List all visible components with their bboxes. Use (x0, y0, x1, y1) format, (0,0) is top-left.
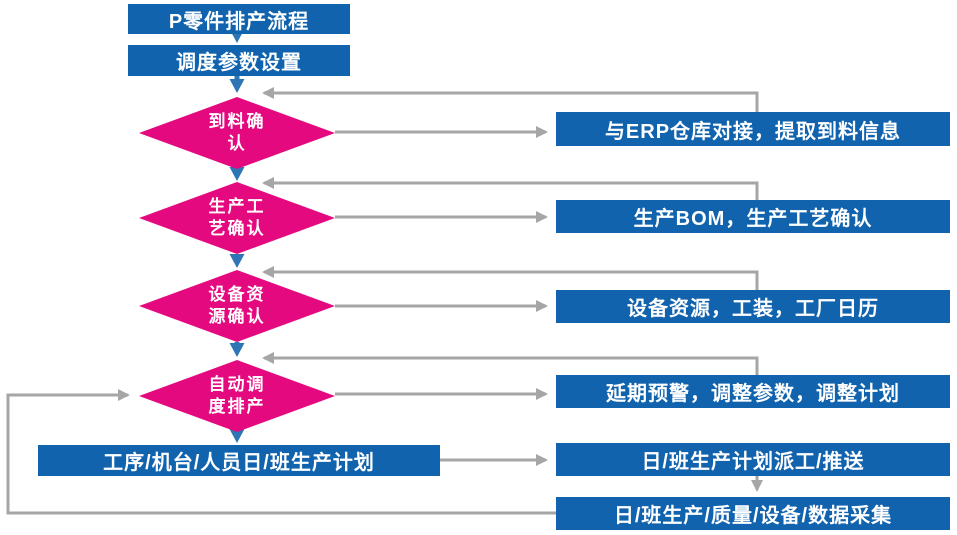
feedback-r3-to-d3 (262, 266, 759, 290)
production-bom-box: 生产BOM，生产工艺确认 (556, 200, 950, 233)
erp-warehouse-box: 与ERP仓库对接，提取到料信息 (556, 112, 950, 146)
data-collection-box: 日/班生产/质量/设备/数据采集 (556, 497, 950, 530)
production-plan-box: 工序/机台/人员日/班生产计划 (38, 445, 440, 476)
feedback-r1-to-d1 (262, 87, 759, 112)
equipment-tooling-calendar-box: 设备资源，工装，工厂日历 (556, 290, 950, 323)
process-title-box: P零件排产流程 (128, 4, 350, 34)
plan-dispatch-box: 日/班生产计划派工/推送 (556, 443, 950, 476)
decision-equipment-resource: 设备资 源确认 (139, 270, 335, 342)
feedback-r4-to-d4 (262, 352, 759, 375)
scheduling-params-box: 调度参数设置 (128, 45, 350, 76)
decision-auto-scheduling: 自动调 度排产 (139, 360, 335, 432)
delay-warning-box: 延期预警，调整参数，调整计划 (556, 375, 950, 408)
decision-material-arrival: 到料确 认 (139, 97, 335, 169)
feedback-r2-to-d2 (262, 177, 759, 200)
decision-process-confirm: 生产工 艺确认 (139, 182, 335, 254)
